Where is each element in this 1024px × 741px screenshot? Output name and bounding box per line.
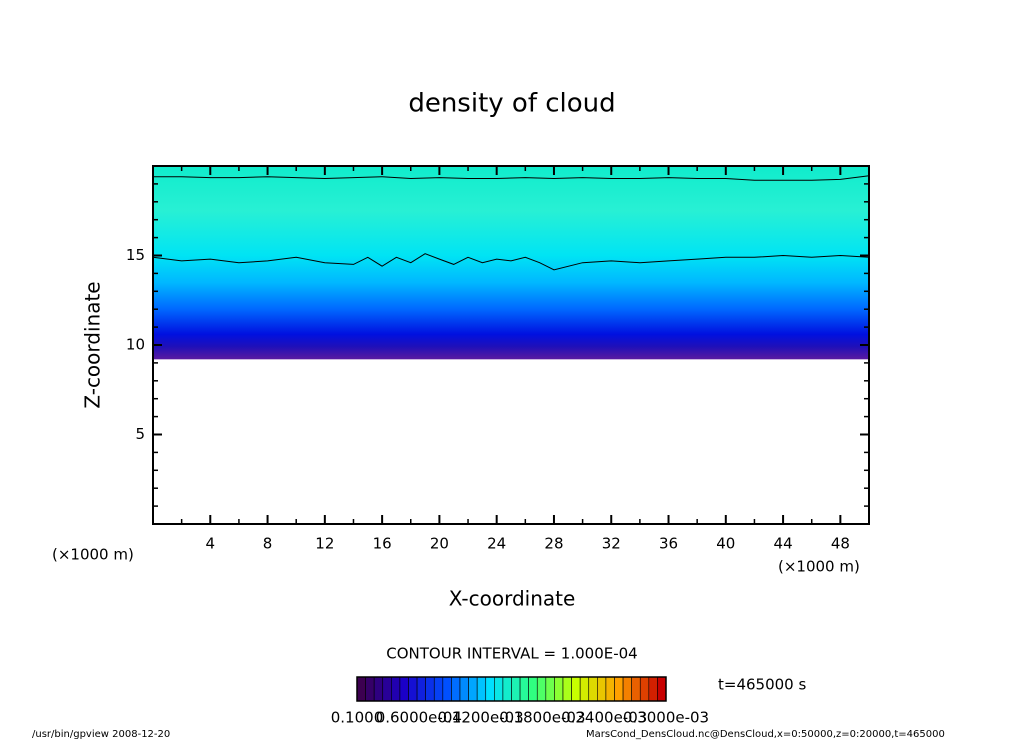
- x-tick-label: 44: [774, 535, 793, 553]
- colorbar-label: 0.6000e-04: [376, 709, 462, 727]
- x-tick-label: 36: [659, 535, 678, 553]
- colorbar-cell: [416, 676, 426, 702]
- colorbar-cell: [631, 676, 641, 702]
- time-label: t=465000 s: [718, 676, 806, 694]
- colorbar-cell: [425, 676, 435, 702]
- colorbar-cell: [536, 676, 547, 702]
- x-tick-label: 8: [263, 535, 273, 553]
- y-tick-label: 10: [126, 336, 145, 354]
- x-axis-label: X-coordinate: [449, 587, 576, 611]
- colorbar-cell: [399, 676, 409, 702]
- colorbar-cell: [502, 676, 512, 702]
- colorbar-cell: [605, 676, 615, 702]
- shaded-field: [153, 166, 869, 360]
- colorbar-cell: [433, 676, 444, 702]
- y-unit: (×1000 m): [52, 546, 134, 564]
- colorbar-cell: [365, 676, 375, 702]
- chart-title: density of cloud: [408, 89, 615, 119]
- colorbar-cell: [579, 676, 590, 702]
- colorbar-cell: [511, 676, 521, 702]
- x-tick-label: 16: [373, 535, 392, 553]
- x-tick-label: 32: [602, 535, 621, 553]
- colorbar-cell: [528, 676, 538, 702]
- colorbar-cell: [519, 676, 529, 702]
- colorbar-cell: [459, 676, 469, 702]
- colorbar-cell: [476, 676, 487, 702]
- colorbar-cell: [657, 676, 667, 702]
- x-tick-label: 24: [487, 535, 506, 553]
- colorbar-cell: [373, 676, 384, 702]
- colorbar-cell: [485, 676, 495, 702]
- colorbar-cell: [588, 676, 598, 702]
- colorbar-frame: [356, 676, 667, 702]
- footer-right: MarsCond_DensCloud.nc@DensCloud,x=0:5000…: [586, 729, 945, 740]
- colorbar-cell: [571, 676, 581, 702]
- colorbar-cell: [622, 676, 632, 702]
- x-tick-label: 12: [315, 535, 334, 553]
- colorbar-cell: [597, 676, 607, 702]
- colorbar-cell: [391, 676, 401, 702]
- colorbar-label: 0.1000: [331, 709, 384, 727]
- colorbar-cell: [356, 676, 366, 702]
- y-axis-label: Z-coordinate: [81, 281, 105, 408]
- y-tick-label: 5: [135, 425, 145, 443]
- colorbar-cell: [562, 676, 572, 702]
- x-tick-label: 20: [430, 535, 449, 553]
- colorbar-cell: [451, 676, 461, 702]
- x-tick-label: 48: [831, 535, 850, 553]
- colorbar-cell: [408, 676, 418, 702]
- x-unit: (×1000 m): [778, 558, 860, 576]
- colorbar-cell: [545, 676, 555, 702]
- y-tick-label: 15: [126, 246, 145, 264]
- colorbar-label: 0.3000e-03: [623, 709, 709, 727]
- x-tick-label: 28: [544, 535, 563, 553]
- colorbar-cell: [614, 676, 624, 702]
- colorbar-cell: [639, 676, 650, 702]
- colorbar-label: 0.2400e-03: [561, 709, 647, 727]
- colorbar-cell: [494, 676, 504, 702]
- colorbar-cell: [648, 676, 658, 702]
- x-tick-label: 40: [716, 535, 735, 553]
- colorbar-label: 0.1200e-03: [437, 709, 523, 727]
- footer-left: /usr/bin/gpview 2008-12-20: [32, 729, 170, 740]
- x-tick-label: 4: [206, 535, 216, 553]
- contour-line: [153, 175, 870, 181]
- colorbar-label: 0.1800e-03: [499, 709, 585, 727]
- contour-line: [152, 253, 870, 271]
- contour-interval: CONTOUR INTERVAL = 1.000E-04: [386, 645, 637, 663]
- colorbar-cell: [382, 676, 392, 702]
- colorbar-cell: [442, 676, 452, 702]
- colorbar-cell: [468, 676, 478, 702]
- colorbar-cell: [554, 676, 564, 702]
